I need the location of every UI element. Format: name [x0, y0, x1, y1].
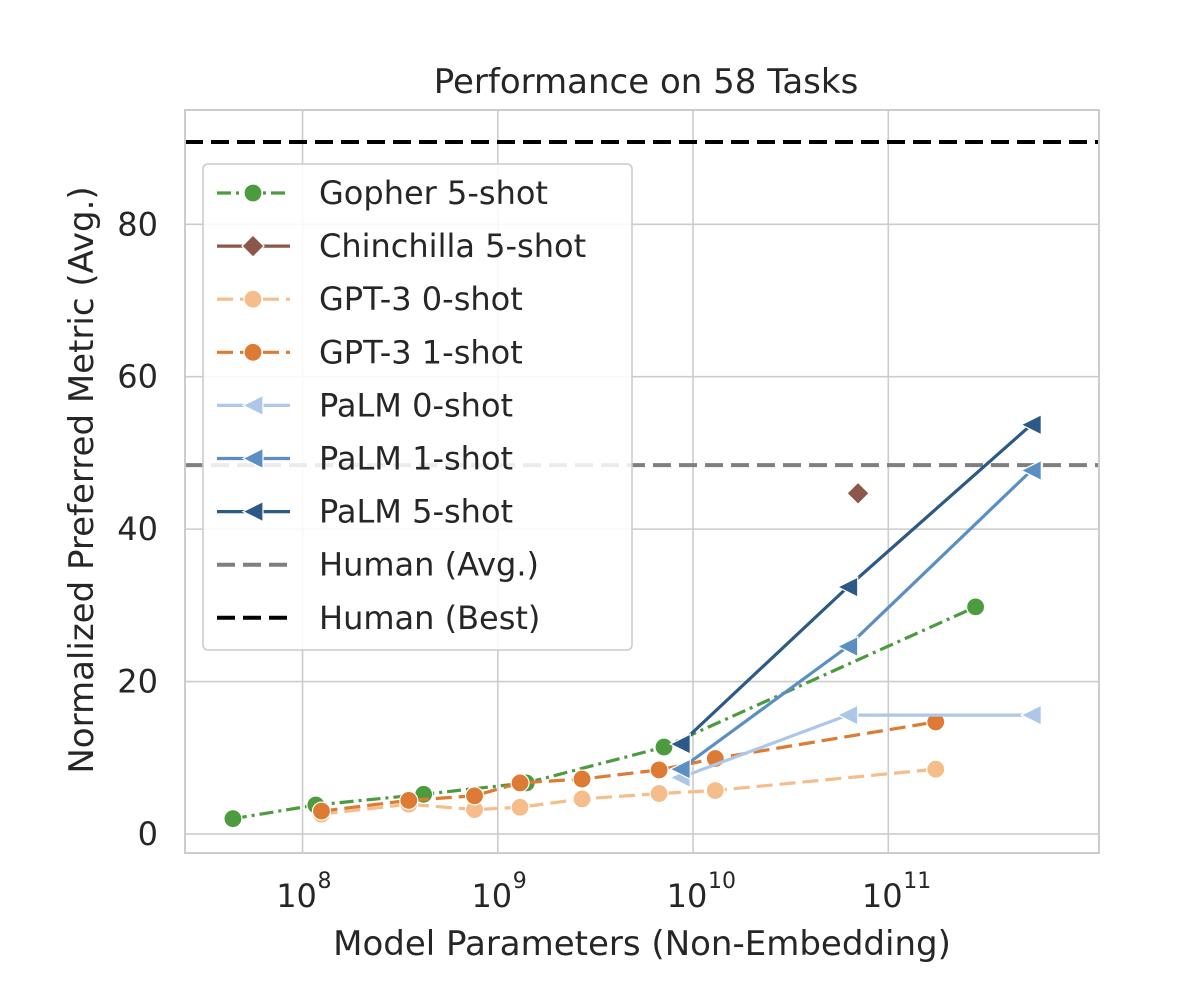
legend-entry: GPT-3 0-shot [217, 280, 523, 318]
data-point [649, 783, 669, 804]
data-point [836, 704, 859, 727]
series-group [668, 413, 1042, 755]
legend-entry: Human (Best) [217, 599, 540, 637]
series-line [321, 767, 936, 816]
x-tick-exponent: 10 [708, 869, 736, 894]
data-point [572, 789, 592, 809]
y-tick-label: 20 [117, 663, 158, 701]
data-point [926, 759, 946, 779]
legend-entry: PaLM 0-shot [217, 386, 513, 424]
y-tick-label: 40 [117, 510, 158, 548]
legend-label: PaLM 5-shot [319, 493, 513, 531]
y-tick-label: 80 [117, 205, 158, 243]
x-tick-base: 10 [667, 877, 708, 915]
series-group [668, 704, 1042, 789]
x-tick-exponent: 11 [903, 869, 931, 894]
series [223, 413, 1042, 829]
x-axis-label: Model Parameters (Non-Embedding) [333, 924, 951, 964]
legend-entry: Gopher 5-shot [217, 174, 548, 212]
data-point [965, 597, 986, 617]
data-point [311, 801, 332, 821]
x-tick-exponent: 8 [318, 869, 332, 894]
reference-lines [185, 140, 1099, 468]
data-point [1019, 704, 1042, 727]
legend-marker [243, 342, 263, 362]
x-tick-base: 10 [862, 877, 903, 915]
legend-entry: PaLM 1-shot [217, 440, 513, 478]
legend-entry: GPT-3 1-shot [217, 333, 523, 371]
data-point [705, 780, 725, 801]
data-point [510, 797, 530, 817]
data-point [654, 737, 674, 757]
chart-title: Performance on 58 Tasks [434, 62, 859, 102]
legend-label: GPT-3 1-shot [319, 333, 523, 371]
y-tick-label: 0 [138, 815, 158, 853]
legend-label: Gopher 5-shot [319, 174, 548, 212]
x-tick-label: 10 11 [862, 869, 931, 915]
data-point [926, 712, 946, 732]
x-tick-label: 10 8 [276, 869, 331, 915]
legend-entry: Chinchilla 5-shot [217, 227, 586, 265]
x-tick-base: 10 [276, 877, 317, 915]
legend-label: PaLM 1-shot [319, 440, 513, 478]
data-point [464, 786, 485, 806]
legend-label: Human (Best) [319, 599, 540, 637]
legend-label: PaLM 0-shot [319, 386, 513, 424]
legend-marker [241, 394, 264, 417]
data-point [846, 481, 870, 506]
data-point [836, 635, 859, 658]
legend-marker [241, 500, 264, 523]
data-point [572, 769, 592, 789]
x-tick-exponent: 9 [513, 869, 527, 894]
data-point [668, 758, 691, 781]
legend-label: Human (Avg.) [319, 546, 539, 584]
legend-entry: PaLM 5-shot [217, 493, 513, 531]
legend-label: GPT-3 0-shot [319, 280, 523, 318]
data-point [1019, 459, 1042, 482]
plot-frame [184, 109, 1100, 854]
data-point [223, 809, 243, 829]
data-point [668, 733, 691, 755]
y-axis-ticks: 0 20 40 60 80 [117, 205, 158, 853]
x-tick-base: 10 [471, 877, 512, 915]
legend-marker [243, 289, 263, 309]
legend-entry: Human (Avg.) [217, 546, 539, 584]
data-point [649, 760, 669, 780]
legend-marker [241, 447, 264, 470]
legend-box [202, 163, 633, 651]
series-line [321, 720, 936, 813]
y-tick-label: 60 [117, 358, 158, 396]
data-point [1019, 413, 1042, 436]
data-point [510, 773, 530, 793]
y-axis-label: Normalized Preferred Metric (Avg.) [62, 186, 102, 773]
data-point [399, 790, 419, 811]
series-group [311, 712, 946, 821]
x-axis-ticks: 10 8 10 9 10 10 10 11 [276, 869, 931, 915]
legend-marker [241, 234, 265, 258]
legend-marker [243, 183, 263, 203]
x-tick-label: 10 9 [471, 869, 526, 915]
series-group [668, 459, 1042, 781]
data-point [836, 576, 859, 599]
series-group [846, 481, 870, 506]
legend: Gopher 5-shot Chinchilla 5-shot GPT-3 0-sh… [202, 163, 633, 651]
legend-label: Chinchilla 5-shot [319, 227, 586, 265]
x-tick-label: 10 10 [667, 869, 736, 915]
